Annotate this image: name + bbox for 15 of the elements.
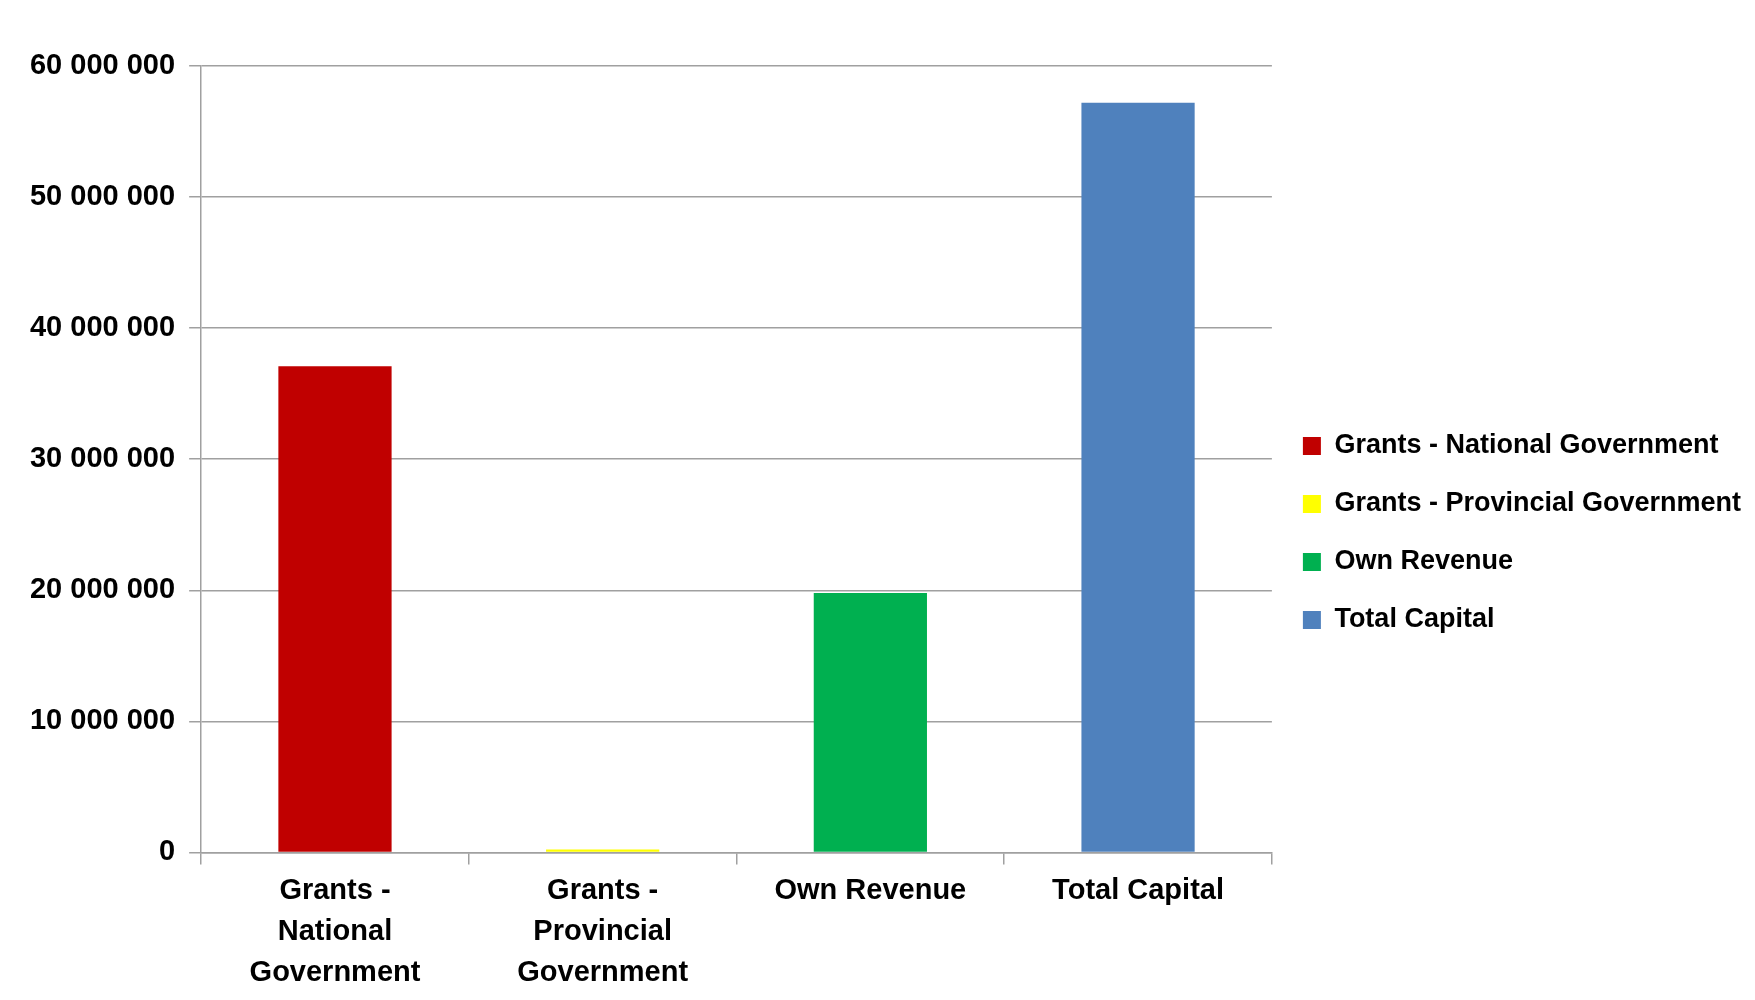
legend-label: Total Capital <box>1334 603 1495 634</box>
x-tick-label: Grants - Provincial Government <box>517 873 689 988</box>
y-tick-label: 60 000 000 <box>29 48 176 80</box>
y-tick-label: 30 000 000 <box>29 441 176 474</box>
legend-label: Own Revenue <box>1334 545 1513 576</box>
y-tick-label: 20 000 000 <box>29 572 176 605</box>
y-tick-label: 50 000 000 <box>29 179 176 212</box>
y-tick-label: 40 000 000 <box>29 310 176 343</box>
legend-label: Grants - Provincial Government <box>1334 487 1742 518</box>
y-tick-label: 10 000 000 <box>29 703 176 736</box>
legend-label: Grants - National Government <box>1334 429 1719 460</box>
x-tick-label: Own Revenue <box>774 873 967 906</box>
x-tick-label: Total Capital <box>1052 873 1224 906</box>
y-tick-label: 0 <box>159 834 176 867</box>
x-tick-label: Grants - National Government <box>249 873 421 988</box>
